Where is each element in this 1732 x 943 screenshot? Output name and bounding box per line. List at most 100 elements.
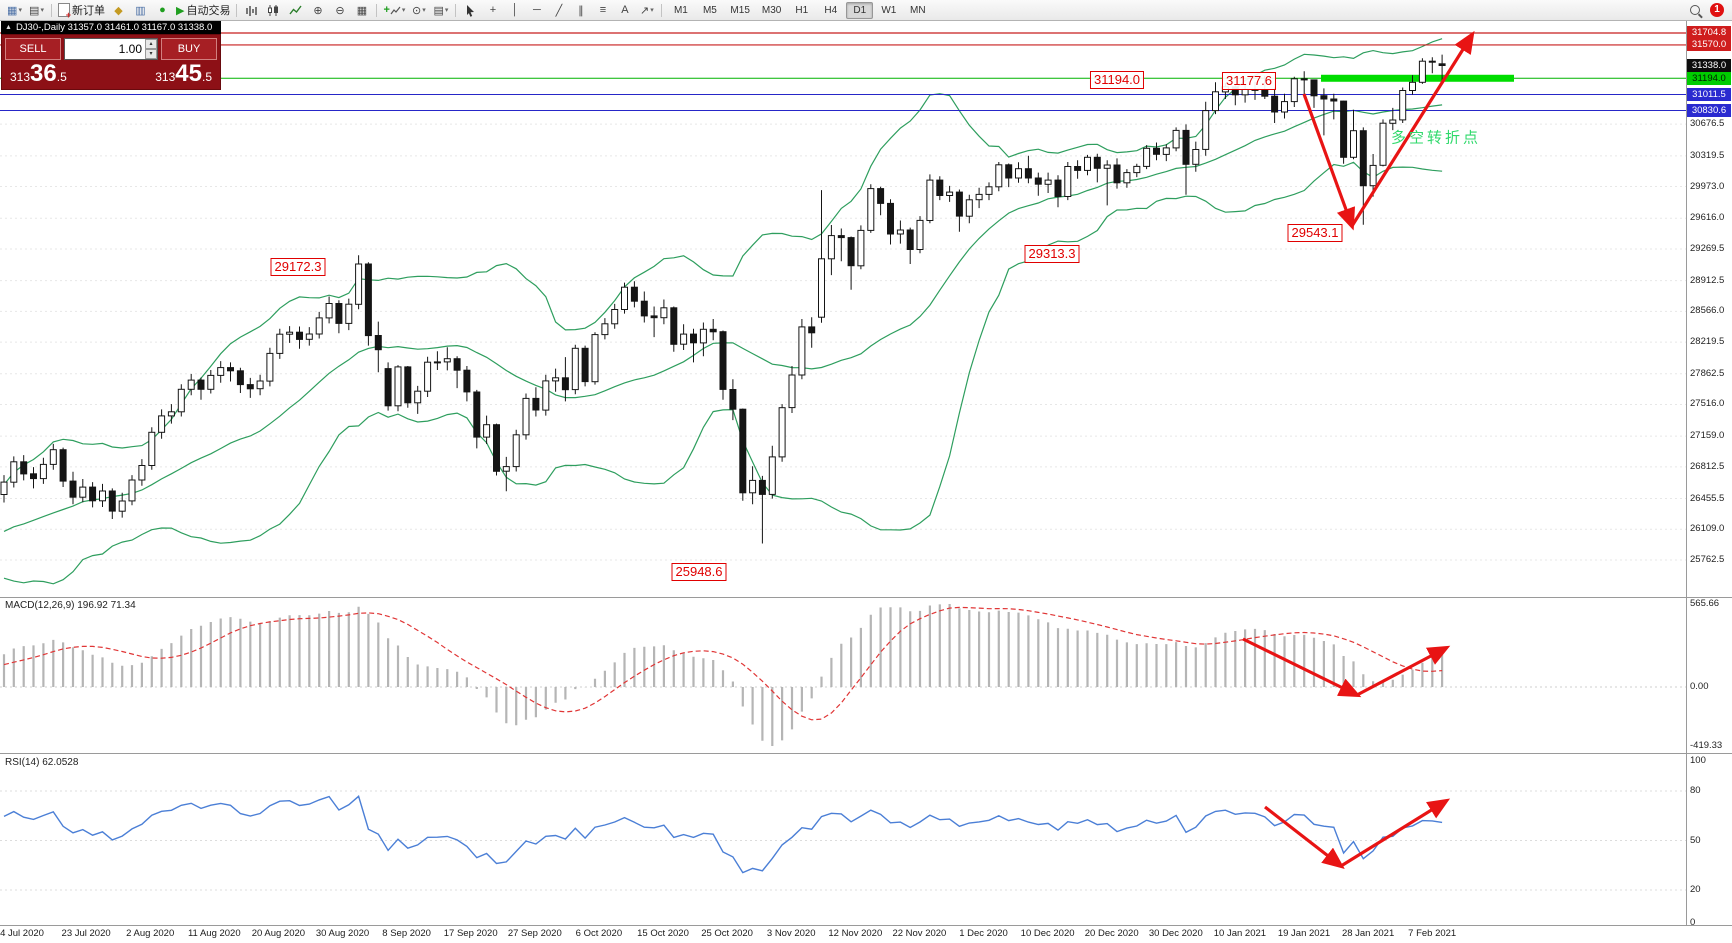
profiles-icon[interactable]: ▤ ▾ [29, 4, 44, 17]
price-axis-label: 26109.0 [1690, 523, 1725, 535]
price-callout[interactable]: 31177.6 [1221, 72, 1277, 90]
price-axis-label: 26812.5 [1690, 460, 1725, 472]
price-tag-blue: 30830.6 [1687, 103, 1731, 117]
zoom-out-icon[interactable]: ⊖ [335, 4, 345, 17]
price-callout[interactable]: 29543.1 [1287, 224, 1343, 242]
macd-axis-label: 565.66 [1690, 598, 1720, 609]
timeframe-button-m5[interactable]: M5 [702, 4, 717, 16]
rsi-axis-label: 80 [1690, 785, 1701, 796]
bar-chart-icon[interactable] [241, 2, 262, 18]
timeframes-menu-icon[interactable]: ⊙ ▾ [412, 4, 426, 17]
date-label: 6 Oct 2020 [575, 928, 623, 939]
new-order-button[interactable]: 新订单 [56, 2, 107, 20]
collapse-arrow-icon[interactable]: ▲ [5, 24, 12, 31]
date-label: 30 Aug 2020 [315, 928, 370, 939]
price-axis-label: 30319.5 [1690, 149, 1725, 161]
price-axis-label: 28912.5 [1690, 274, 1725, 286]
indicators-button[interactable]: + ▾ [383, 4, 406, 16]
channel-icon[interactable]: ∥ [578, 4, 584, 17]
one-click-body: SELL ▴ ▾ BUY 31336.5 31345.5 [1, 34, 221, 90]
timeframe-button-m30[interactable]: M30 [761, 4, 782, 16]
timeframe-button-d1[interactable]: D1 [846, 1, 874, 19]
date-label: 17 Sep 2020 [443, 928, 498, 939]
price-callout[interactable]: 29172.3 [270, 258, 326, 276]
toolbar-separator [376, 3, 378, 17]
price-tag-blue: 31011.5 [1687, 87, 1731, 101]
date-label: 15 Oct 2020 [637, 928, 689, 939]
timeframe-button-h4[interactable]: H4 [824, 4, 838, 16]
toolbar-separator [236, 3, 238, 17]
trendline-icon[interactable]: ╱ [555, 4, 563, 17]
line-chart-icon[interactable] [285, 2, 306, 18]
fibonacci-icon[interactable]: ≡ [599, 4, 607, 16]
date-label: 23 Jul 2020 [61, 928, 111, 939]
buy-button[interactable]: BUY [161, 38, 217, 60]
volume-up-button[interactable]: ▴ [145, 39, 157, 49]
date-label: 27 Sep 2020 [507, 928, 562, 939]
crosshair-icon[interactable]: + [489, 4, 497, 16]
chart-title: DJ30-,Daily 31357.0 31461.0 31167.0 3133… [15, 22, 213, 33]
toolbar-separator [455, 3, 457, 17]
new-order-label: 新订单 [72, 5, 105, 17]
zoom-in-icon[interactable]: ⊕ [313, 4, 323, 17]
sell-price: 31336.5 [10, 60, 67, 87]
search-icon[interactable] [1684, 2, 1705, 18]
timeframe-button-m1[interactable]: M1 [673, 4, 688, 16]
navigator-icon[interactable]: ● [159, 4, 166, 16]
toolbar-separator [661, 3, 663, 17]
price-axis-label: 25762.5 [1690, 553, 1725, 565]
rsi-axis-label: 20 [1690, 884, 1701, 895]
price-axis-label: 28219.5 [1690, 336, 1725, 348]
cursor-icon[interactable] [460, 2, 481, 18]
price-callout[interactable]: 31194.0 [1089, 71, 1145, 89]
rsi-axis-label: 100 [1690, 755, 1706, 766]
price-tag-green: 31194.0 [1687, 71, 1731, 85]
price-callout[interactable]: 29313.3 [1024, 245, 1080, 263]
volume-box: ▴ ▾ [64, 38, 158, 60]
volume-down-button[interactable]: ▾ [145, 49, 157, 59]
templates-icon[interactable]: ▤ ▾ [433, 4, 449, 17]
candlestick-chart-icon[interactable] [263, 2, 284, 18]
timeframe-button-h1[interactable]: H1 [795, 4, 809, 16]
autotrading-button[interactable]: ▶ 自动交易 [174, 2, 232, 18]
autotrading-label: 自动交易 [186, 5, 231, 17]
vertical-line-icon[interactable]: │ [511, 4, 519, 16]
price-axis-label: 28566.0 [1690, 305, 1725, 317]
annotation-text[interactable]: 多空转折点 [1390, 129, 1482, 147]
sell-button[interactable]: SELL [5, 38, 61, 60]
date-label: 8 Sep 2020 [382, 928, 431, 939]
chart-title-bar: ▲ DJ30-,Daily 31357.0 31461.0 31167.0 31… [1, 21, 221, 34]
notification-badge[interactable]: 1 [1710, 3, 1724, 17]
rsi-label: RSI(14) 62.0528 [5, 757, 79, 768]
timeframe-button-m15[interactable]: M15 [730, 4, 750, 16]
price-axis-label: 30676.5 [1690, 118, 1725, 130]
rsi-axis-label: 0 [1690, 917, 1696, 928]
date-label: 10 Dec 2020 [1020, 928, 1075, 939]
price-callout[interactable]: 25948.6 [671, 563, 727, 581]
new-chart-icon[interactable]: ▦ ▾ [7, 4, 22, 17]
volume-input[interactable] [65, 39, 157, 59]
arrows-tool-icon[interactable]: ↗ ▾ [640, 4, 654, 17]
macd-axis-label: 0.00 [1690, 681, 1709, 692]
macd-axis-label: -419.33 [1690, 740, 1723, 751]
horizontal-line-icon[interactable]: ─ [533, 4, 541, 16]
market-watch-icon[interactable]: ◆ [114, 4, 123, 17]
date-label: 30 Dec 2020 [1148, 928, 1203, 939]
price-axis-label: 27862.5 [1690, 367, 1725, 379]
toolbar-separator [51, 3, 52, 17]
timeframe-button-mn[interactable]: MN [910, 4, 926, 16]
date-label: 20 Dec 2020 [1084, 928, 1139, 939]
data-window-icon[interactable]: ▥ [135, 4, 146, 17]
timeframe-button-w1[interactable]: W1 [881, 4, 897, 16]
tile-windows-icon[interactable]: ▦ [356, 4, 368, 17]
autotrading-play-icon: ▶ [176, 4, 185, 17]
buy-price: 31345.5 [155, 60, 212, 87]
date-label: 1 Dec 2020 [959, 928, 1008, 939]
price-tag-red: 31570.0 [1687, 38, 1731, 52]
text-icon[interactable]: A [621, 4, 629, 16]
date-label: 3 Nov 2020 [766, 928, 816, 939]
timeframe-group: M1 M5 M15 M30 H1 H4 D1 W1 MN [666, 1, 932, 19]
toolbar: ▦▾ ▤▾ 新订单 ◆ ▥ ● ▶ 自动交易 ⊕ ⊖ ▦ +▾ ⊙▾ ▤▾ + … [0, 0, 1732, 21]
